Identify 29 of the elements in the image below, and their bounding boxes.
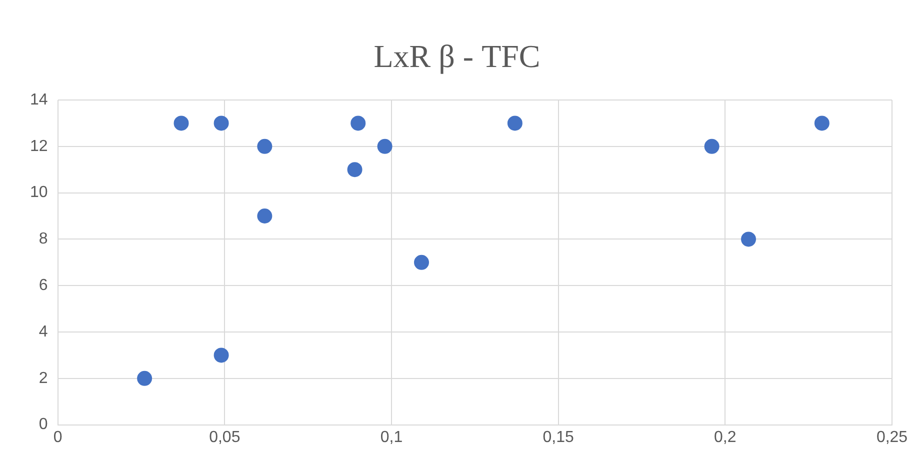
y-tick-label: 4 bbox=[38, 323, 48, 340]
point bbox=[704, 138, 720, 154]
x-tick-label: 0,1 bbox=[380, 428, 403, 446]
y-tick-label: 0 bbox=[38, 416, 48, 434]
point bbox=[347, 162, 362, 178]
point bbox=[814, 116, 830, 131]
x-tick-label: 0,2 bbox=[714, 428, 736, 446]
y-tick-label: 14 bbox=[30, 91, 48, 108]
point bbox=[257, 208, 272, 224]
point bbox=[350, 116, 366, 131]
point bbox=[137, 370, 152, 386]
x-tick-label: 0 bbox=[53, 428, 62, 446]
point bbox=[377, 138, 392, 154]
y-tick-label: 12 bbox=[30, 138, 48, 155]
x-tick-label: 0,25 bbox=[876, 428, 908, 446]
point bbox=[414, 254, 430, 270]
point bbox=[174, 116, 189, 131]
y-tick-label: 10 bbox=[30, 184, 48, 202]
point bbox=[741, 232, 756, 247]
point bbox=[257, 138, 272, 154]
point bbox=[214, 116, 229, 131]
x-tick-label: 0,05 bbox=[209, 428, 240, 446]
point bbox=[507, 116, 522, 131]
point bbox=[214, 348, 229, 363]
chart-title: LxR β - TFC bbox=[372, 38, 542, 75]
y-tick-label: 2 bbox=[38, 370, 48, 387]
y-tick-label: 6 bbox=[38, 277, 48, 294]
x-tick-label: 0,15 bbox=[542, 428, 574, 446]
y-tick-label: 8 bbox=[38, 230, 48, 248]
